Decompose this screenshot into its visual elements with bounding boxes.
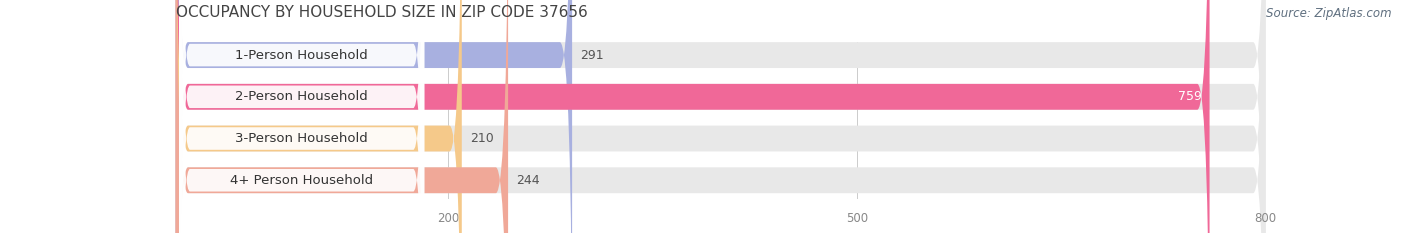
FancyBboxPatch shape: [176, 0, 1265, 233]
Text: 759: 759: [1177, 90, 1201, 103]
FancyBboxPatch shape: [176, 0, 1265, 233]
Text: 291: 291: [581, 48, 605, 62]
Text: OCCUPANCY BY HOUSEHOLD SIZE IN ZIP CODE 37656: OCCUPANCY BY HOUSEHOLD SIZE IN ZIP CODE …: [176, 5, 588, 20]
FancyBboxPatch shape: [179, 0, 425, 233]
Text: 3-Person Household: 3-Person Household: [235, 132, 368, 145]
Text: 210: 210: [470, 132, 494, 145]
FancyBboxPatch shape: [179, 0, 425, 233]
FancyBboxPatch shape: [179, 0, 425, 233]
FancyBboxPatch shape: [176, 0, 572, 233]
FancyBboxPatch shape: [176, 0, 1209, 233]
FancyBboxPatch shape: [176, 0, 1265, 233]
Text: 244: 244: [516, 174, 540, 187]
FancyBboxPatch shape: [176, 0, 461, 233]
Text: 4+ Person Household: 4+ Person Household: [231, 174, 373, 187]
FancyBboxPatch shape: [176, 0, 1265, 233]
FancyBboxPatch shape: [179, 0, 425, 233]
Text: 1-Person Household: 1-Person Household: [235, 48, 368, 62]
Text: Source: ZipAtlas.com: Source: ZipAtlas.com: [1267, 7, 1392, 20]
FancyBboxPatch shape: [176, 0, 508, 233]
Text: 2-Person Household: 2-Person Household: [235, 90, 368, 103]
